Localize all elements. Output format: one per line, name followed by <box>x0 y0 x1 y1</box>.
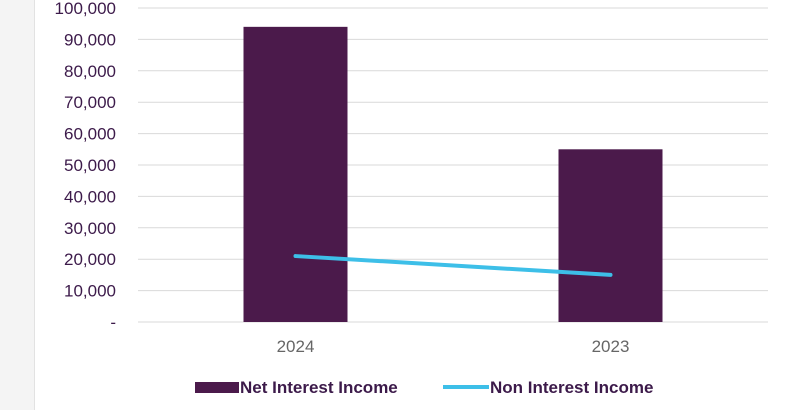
legend-swatch-net-interest-income <box>195 382 239 393</box>
y-tick-label: 70,000 <box>64 93 116 112</box>
gridlines <box>138 7 768 323</box>
x-tick-label: 2024 <box>277 337 315 356</box>
y-tick-label: 10,000 <box>64 282 116 301</box>
line-non-interest-income <box>293 254 613 277</box>
y-tick-label: 40,000 <box>64 187 116 206</box>
bar-2024 <box>243 26 348 323</box>
bar-2023 <box>558 149 663 322</box>
y-tick-label: - <box>110 313 116 332</box>
legend: Net Interest Income Non Interest Income <box>195 378 653 397</box>
x-axis-tick-labels: 2024 2023 <box>277 337 630 356</box>
y-tick-label: 50,000 <box>64 156 116 175</box>
y-tick-label: 80,000 <box>64 62 116 81</box>
y-tick-label: 100,000 <box>55 0 116 18</box>
legend-label-net-interest-income: Net Interest Income <box>240 378 398 397</box>
bar-series <box>243 26 663 323</box>
line-series <box>293 254 613 277</box>
x-tick-label: 2023 <box>592 337 630 356</box>
y-axis-tick-labels: 100,000 90,000 80,000 70,000 60,000 50,000 40,… <box>55 0 116 332</box>
y-tick-label: 90,000 <box>64 30 116 49</box>
legend-label-non-interest-income: Non Interest Income <box>490 378 653 397</box>
y-tick-label: 30,000 <box>64 219 116 238</box>
chart-panel <box>34 0 798 410</box>
y-tick-label: 20,000 <box>64 250 116 269</box>
y-tick-label: 60,000 <box>64 125 116 144</box>
